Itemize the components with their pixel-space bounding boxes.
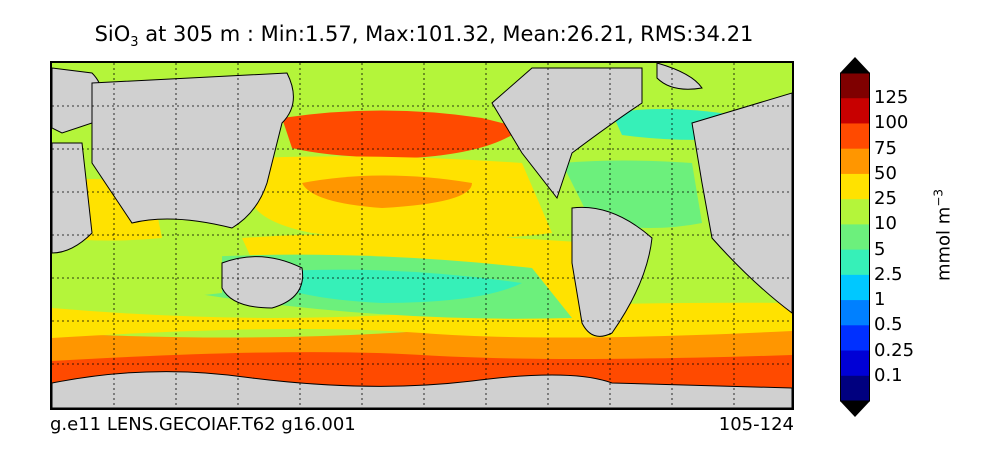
colorbar-tick-label: 5 — [874, 238, 886, 260]
colorbar-tick-label: 50 — [874, 162, 897, 184]
colorbar-swatch-7 — [840, 249, 870, 276]
colorbar-swatch-2 — [840, 123, 870, 150]
colorbar-swatch-0 — [840, 73, 870, 99]
land-europe-africa-east — [691, 92, 792, 314]
colorbar-extend-top — [840, 57, 870, 73]
colorbar-tick-label: 125 — [874, 87, 909, 109]
colorbar-swatch-12 — [840, 375, 870, 402]
colorbar-swatch-4 — [840, 173, 870, 200]
map-panel — [50, 61, 794, 410]
colorbar — [840, 57, 870, 417]
colorbar-swatch-11 — [840, 350, 870, 377]
land-australia — [221, 256, 304, 309]
colorbar-extend-bottom — [840, 401, 870, 417]
north-pacific-high-zone — [282, 110, 522, 158]
colorbar-tick-label: 2.5 — [874, 263, 903, 285]
footer-case-name: g.e11 LENS.GECOIAF.T62 g16.001 — [50, 414, 356, 435]
colorbar-tick-label: 0.25 — [874, 339, 915, 361]
colorbar-swatch-8 — [840, 274, 870, 301]
title-stats: at 305 m : Min:1.57, Max:101.32, Mean:26… — [138, 22, 754, 46]
colorbar-units-exponent: −3 — [931, 188, 946, 207]
map-field — [52, 63, 792, 408]
title-variable-subscript: 3 — [130, 35, 139, 51]
colorbar-units-text: mmol m — [933, 206, 955, 282]
land-greenland — [656, 63, 703, 90]
plot-title: SiO3 at 305 m : Min:1.57, Max:101.32, Me… — [0, 22, 848, 50]
colorbar-swatch-3 — [840, 148, 870, 175]
colorbar-tick-label: 0.1 — [874, 364, 903, 386]
land-antarctica — [52, 371, 792, 408]
land-masses — [52, 63, 792, 408]
land-north-america — [491, 67, 643, 200]
colorbar-tick-label: 1 — [874, 289, 886, 311]
colorbar-tick-label: 10 — [874, 213, 897, 235]
colorbar-tick-label: 75 — [874, 137, 897, 159]
land-south-america — [571, 206, 653, 337]
colorbar-swatch-9 — [840, 300, 870, 326]
colorbar-swatch-10 — [840, 325, 870, 352]
colorbar-swatch-1 — [840, 98, 870, 124]
title-variable: SiO — [94, 22, 131, 46]
land-africa — [52, 142, 93, 254]
indian-ocean-band — [52, 241, 222, 300]
colorbar-tick-label: 100 — [874, 112, 909, 134]
footer-year-range: 105-124 — [718, 414, 794, 435]
colorbar-tick-label: 0.5 — [874, 314, 903, 336]
land-asia — [91, 72, 294, 229]
colorbar-units-label: mmol m−3 — [932, 189, 955, 281]
colorbar-swatch-6 — [840, 224, 870, 251]
graticule-lines — [52, 63, 792, 408]
colorbar-tick-label: 25 — [874, 188, 897, 210]
south-pacific-cyan-core — [252, 269, 522, 303]
colorbar-swatch-5 — [840, 199, 870, 225]
colorbar-frame — [840, 72, 870, 402]
